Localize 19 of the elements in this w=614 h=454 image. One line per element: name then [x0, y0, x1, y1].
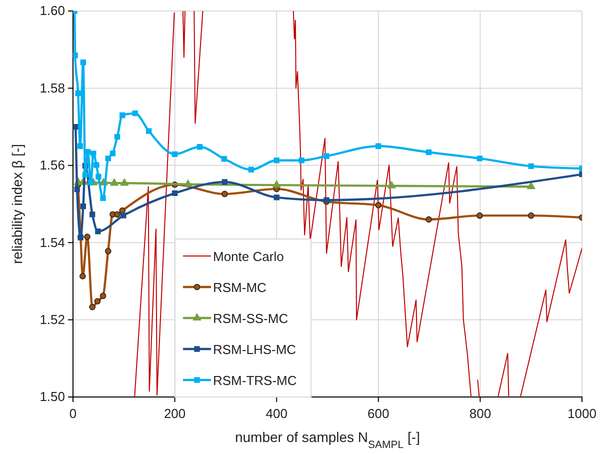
x-axis-title: number of samples N$_{SAMPL}$ [-] [234, 429, 420, 451]
x-tick-label: 0 [69, 406, 77, 421]
x-tick-label: 800 [469, 406, 492, 421]
y-axis-title: reliability index β [-] [9, 144, 25, 264]
legend-label: RSM-MC [213, 280, 266, 295]
x-tick-label: 600 [368, 406, 390, 421]
x-tick-label: 400 [266, 406, 288, 421]
y-tick-label: 1.52 [40, 312, 65, 327]
x-tick-label: 1000 [568, 406, 596, 421]
legend-label: RSM-LHS-MC [213, 342, 296, 357]
y-tick-label: 1.60 [40, 3, 65, 18]
y-tick-label: 1.56 [40, 158, 65, 173]
y-tick-label: 1.50 [40, 389, 65, 404]
x-tick-label: 200 [164, 406, 186, 421]
legend-label: Monte Carlo [213, 249, 284, 264]
legend-label: RSM-TRS-MC [213, 373, 297, 388]
legend-label: RSM-SS-MC [213, 311, 288, 326]
y-tick-label: 1.58 [40, 80, 65, 96]
y-tick-label: 1.54 [40, 234, 65, 250]
